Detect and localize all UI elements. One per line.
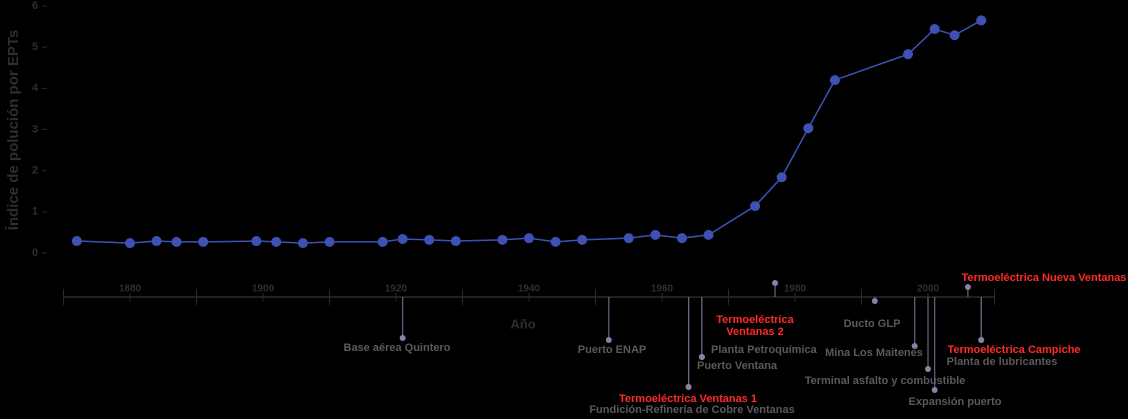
data-point [650, 229, 661, 240]
data-point [676, 233, 687, 244]
data-point [550, 236, 561, 247]
data-point [929, 24, 940, 35]
annotation-label: Base aérea Quintero [344, 342, 451, 354]
annotation-dot [698, 354, 705, 360]
data-point [271, 236, 282, 247]
annotation-dot [911, 343, 918, 349]
data-point [903, 49, 914, 60]
y-tick-label: 5 [32, 41, 38, 53]
x-tick-label: 1980 [784, 284, 807, 295]
data-point [171, 236, 182, 247]
data-point [198, 236, 209, 247]
x-axis-label: Año [510, 316, 535, 331]
data-point [750, 201, 761, 212]
x-tick-label: 1920 [385, 284, 408, 295]
y-tick-label: 0 [32, 247, 38, 259]
annotation-dot [605, 337, 612, 343]
data-point [151, 236, 162, 247]
data-point [524, 233, 534, 244]
series-line [76, 19, 982, 244]
data-point [623, 233, 634, 244]
annotation-label: Fundición-Refinería de Cobre Ventanas [589, 404, 794, 416]
data-point [324, 236, 335, 247]
annotation-label: Puerto ENAP [578, 344, 646, 356]
annotation-label: Expansión puerto [909, 396, 1002, 408]
data-point [125, 238, 135, 249]
data-point [297, 238, 308, 249]
annotation-label: Terminal asfalto y combustible [805, 375, 966, 387]
y-tick-label: 1 [32, 206, 38, 218]
annotation-label: Planta Petroquímica [711, 344, 818, 356]
data-point [424, 234, 435, 245]
data-point [450, 236, 461, 247]
annotation-label: Ducto GLP [844, 318, 901, 330]
annotation-label: Puerto Ventana [697, 360, 778, 372]
y-tick-label: 2 [32, 165, 38, 177]
annotation-dot [964, 284, 971, 290]
annotation-label: Planta de lubricantes [947, 356, 1058, 368]
data-point [829, 75, 840, 86]
annotation-label: Mina Los Maitenes [825, 347, 923, 359]
annotation-dot [978, 337, 985, 343]
data-point [703, 229, 714, 240]
y-tick-label: 6 [32, 0, 38, 12]
data-point [251, 236, 262, 247]
x-tick-label: 1940 [518, 284, 541, 295]
data-point [976, 15, 987, 26]
x-tick-label: 1960 [651, 284, 674, 295]
y-tick-label: 4 [32, 82, 39, 94]
data-point [949, 30, 960, 41]
annotation-label: Ventanas 2 [726, 326, 783, 338]
annotation-label: Termoeléctrica Campiche [947, 344, 1080, 356]
data-point [397, 234, 408, 245]
data-point [497, 234, 508, 245]
data-point [577, 234, 588, 245]
annotation-dot [685, 384, 692, 390]
x-tick-label: 1880 [119, 284, 142, 295]
annotation-dot [925, 366, 931, 372]
annotation-dot [871, 298, 878, 304]
annotation-label: Termoeléctrica Ventanas 1 [619, 393, 757, 405]
annotation-label: Termoeléctrica Nueva Ventanas [962, 272, 1127, 284]
y-axis-label: Índice de polución por EPTs [5, 30, 22, 231]
y-tick-label: 3 [32, 123, 38, 135]
data-point [776, 172, 787, 183]
data-point [71, 236, 82, 247]
annotation-label: Termoeléctrica [716, 314, 794, 326]
x-tick-label: 1900 [252, 284, 275, 295]
data-point [377, 236, 388, 247]
data-point [803, 123, 814, 134]
annotation-dot [772, 280, 779, 286]
annotation-dot [931, 387, 938, 393]
annotation-dot [399, 335, 406, 341]
x-tick-label: 2000 [917, 284, 940, 295]
